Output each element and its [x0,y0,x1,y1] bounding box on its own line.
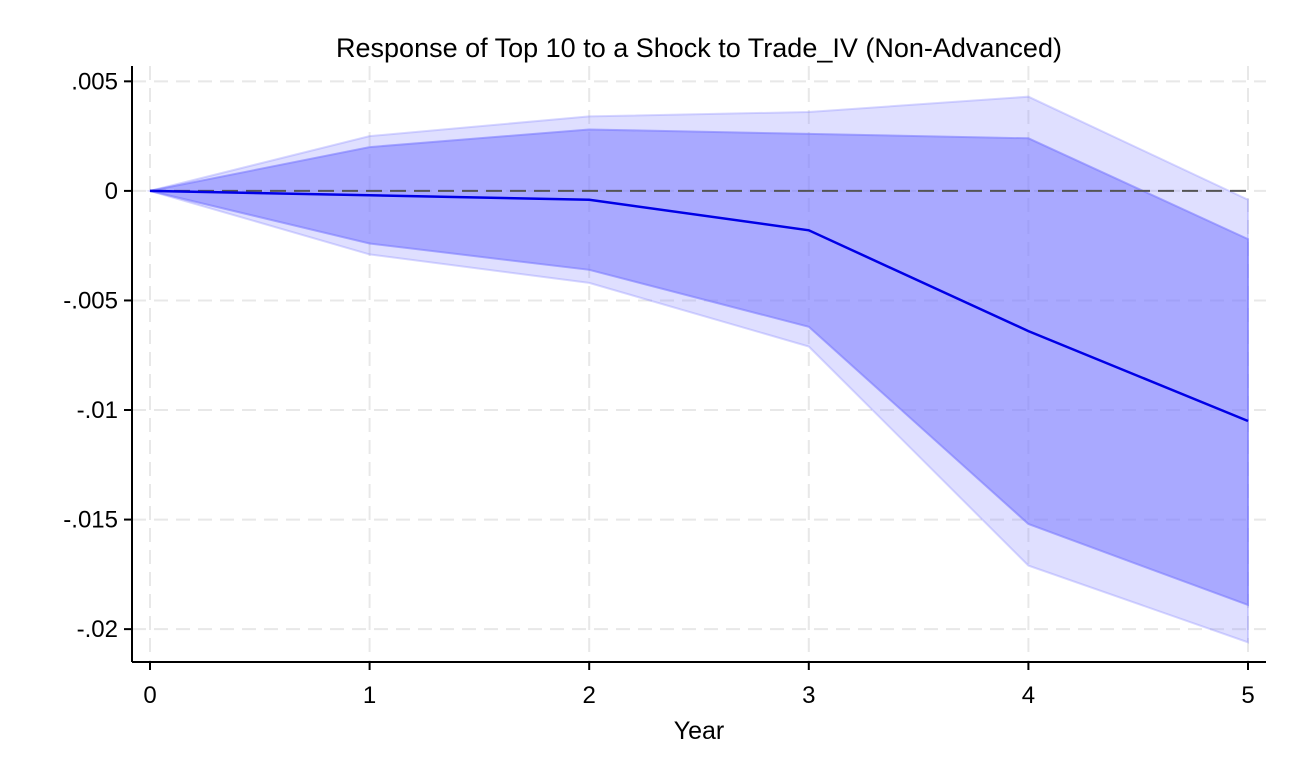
response-line-group [149,189,1249,423]
x-tick-label: 2 [583,682,596,709]
y-tick-label: -.02 [77,616,118,643]
y-tick-label: -.01 [77,397,118,424]
y-tick-label: -.015 [63,507,118,534]
y-tick-label: -.005 [63,287,118,314]
x-tick-label: 1 [363,682,376,709]
axes [124,66,1266,670]
x-axis-label: Year [674,717,725,745]
chart-title: Response of Top 10 to a Shock to Trade_I… [336,33,1062,63]
response-line [149,189,1249,423]
x-tick-label: 0 [143,682,156,709]
inner-confidence-band [149,128,1249,607]
x-tick-label: 5 [1241,682,1254,709]
x-tick-label: 4 [1022,682,1035,709]
tick-labels: .005 0 -.005 -.01 -.015 -.02 0 1 2 3 4 5 [63,68,1254,709]
y-tick-label: 0 [105,178,118,205]
confidence-bands [146,95,1249,644]
x-tick-label: 3 [802,682,815,709]
y-tick-label: .005 [71,68,118,95]
